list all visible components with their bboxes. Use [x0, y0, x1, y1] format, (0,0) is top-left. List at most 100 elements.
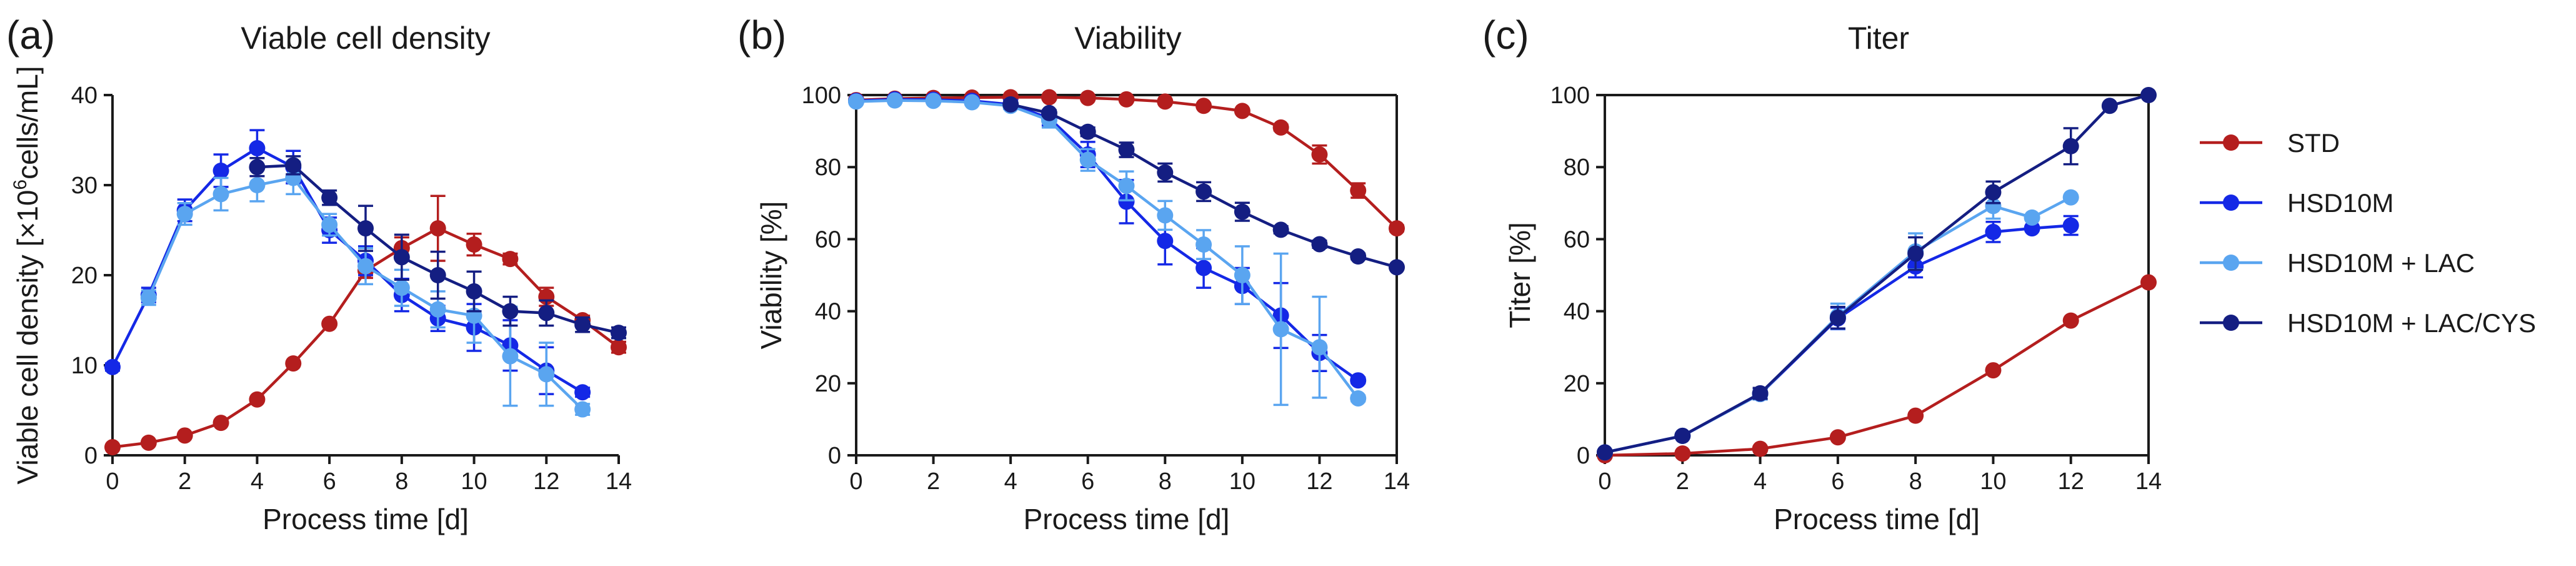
legend-swatch-marker — [2223, 195, 2239, 211]
chart-3-series-hsd10m — [1597, 215, 2079, 461]
chart-2-series-hsd10m — [848, 91, 1367, 389]
chart-1-y-axis-title-part: Viable cell density [×10 — [11, 190, 44, 485]
chart-1-y-tick-label: 30 — [71, 173, 97, 199]
chart-3-y-tick-label: 40 — [1564, 299, 1590, 325]
chart-1-point-hsd10m-lac — [249, 177, 266, 193]
chart-3-panel-label: (c) — [1482, 13, 1529, 58]
chart-3-y-tick-label: 20 — [1564, 371, 1590, 397]
chart-3-point-std — [1674, 445, 1691, 462]
chart-3-point-hsd10m-lac — [2024, 209, 2040, 226]
chart-2-point-hsd10m-lac — [1196, 236, 1212, 253]
chart-2-point-hsd10m — [1157, 233, 1174, 250]
chart-1-point-hsd10m-lac — [429, 301, 446, 318]
chart-3-point-hsd10m — [1985, 223, 2002, 240]
chart-2-point-std — [1196, 98, 1212, 114]
chart-1-point-hsd10m-lac-cys — [285, 157, 302, 174]
chart-2-point-hsd10m-lac — [1118, 178, 1135, 195]
chart-2-point-std — [1041, 89, 1057, 106]
chart-1-point-hsd10m-lac-cys — [611, 325, 627, 341]
chart-2-x-tick-label: 10 — [1229, 468, 1256, 495]
chart-1-x-tick-label: 6 — [323, 468, 336, 495]
chart-1-point-hsd10m-lac — [176, 206, 193, 223]
chart-2-point-hsd10m-lac — [886, 92, 903, 109]
chart-1-point-hsd10m — [104, 358, 121, 375]
chart-3-series-std — [1597, 274, 2157, 463]
chart-1-x-tick-label: 8 — [395, 468, 408, 495]
chart-2-point-hsd10m-lac-cys — [1196, 183, 1212, 200]
chart-3-point-std — [2062, 312, 2079, 329]
chart-1-x-tick-label: 4 — [251, 468, 264, 495]
chart-1-point-hsd10m-lac-cys — [357, 220, 374, 237]
chart-2-series-std — [848, 89, 1405, 237]
chart-2-x-axis-title: Process time [d] — [1024, 503, 1230, 535]
chart-3-point-hsd10m-lac-cys — [2140, 87, 2157, 103]
chart-3-line-std — [1604, 281, 2149, 457]
chart-2-point-std — [1272, 119, 1289, 136]
chart-1-point-hsd10m-lac-cys — [249, 159, 266, 176]
chart-1-point-hsd10m-lac-cys — [466, 283, 482, 300]
chart-1-panel-label: (a) — [6, 13, 55, 58]
chart-1-y-axis-title: Viable cell density [×106cells/mL] — [10, 66, 44, 484]
chart-3-point-hsd10m-lac-cys — [1985, 184, 2002, 201]
chart-2-point-hsd10m-lac — [1157, 207, 1174, 224]
chart-2-y-tick-label: 20 — [815, 371, 841, 397]
chart-1-y-tick-label: 40 — [71, 83, 97, 109]
chart-1-y-axis-title-part: cells/mL] — [11, 66, 44, 179]
chart-1-point-std — [140, 434, 157, 451]
chart-2-panel-label: (b) — [737, 13, 786, 58]
chart-3-point-hsd10m-lac-cys — [1907, 245, 1924, 262]
legend-swatch-marker — [2223, 315, 2239, 331]
chart-1-point-std — [611, 339, 627, 356]
chart-1-point-hsd10m — [212, 162, 229, 179]
chart-3-x-tick-label: 14 — [2135, 468, 2162, 495]
chart-2-point-hsd10m — [1196, 260, 1212, 276]
chart-2-title: Viability — [1074, 21, 1181, 56]
chart-1-point-hsd10m-lac — [502, 348, 519, 365]
chart-2-y-tick-label: 40 — [815, 299, 841, 325]
chart-2-point-hsd10m-lac-cys — [1311, 236, 1328, 253]
chart-2-y-tick-label: 60 — [815, 226, 841, 253]
chart-3-point-hsd10m-lac-cys — [1829, 309, 1846, 326]
chart-1-point-hsd10m-lac — [393, 280, 410, 296]
chart-3-point-std — [1907, 407, 1924, 424]
chart-1-point-hsd10m-lac-cys — [393, 249, 410, 266]
chart-3-point-std — [1752, 440, 1769, 457]
chart-1-point-std — [285, 355, 302, 372]
chart-2-point-std — [1311, 146, 1328, 163]
chart-2-point-hsd10m-lac — [1234, 267, 1251, 283]
chart-1-point-std — [104, 439, 121, 456]
chart-2-x-tick-label: 14 — [1384, 468, 1410, 495]
chart-1-point-std — [321, 315, 338, 332]
chart-2-point-hsd10m-lac — [1272, 321, 1289, 338]
chart-2-line-hsd10m-lac — [856, 99, 1360, 400]
chart-2-point-hsd10m-lac — [1079, 151, 1096, 168]
chart-1-x-tick-label: 2 — [178, 468, 191, 495]
chart-3-point-std — [2140, 274, 2157, 291]
chart-2-x-tick-label: 2 — [927, 468, 940, 495]
chart-1-point-std — [466, 236, 482, 253]
chart-1-point-hsd10m-lac — [140, 290, 157, 306]
chart-1-point-hsd10m-lac-cys — [574, 316, 591, 333]
chart-2-point-hsd10m-lac-cys — [1002, 96, 1019, 113]
legend-swatch-marker — [2223, 134, 2239, 151]
chart-2-point-hsd10m-lac — [1350, 390, 1367, 407]
chart-2-point-hsd10m-lac — [848, 93, 864, 110]
chart-3-point-std — [1985, 362, 2002, 379]
chart-2-x-tick-label: 8 — [1159, 468, 1172, 495]
chart-2-point-hsd10m-lac — [964, 94, 981, 111]
chart-2-point-hsd10m-lac-cys — [1350, 248, 1367, 265]
chart-3-line-hsd10m — [1604, 224, 2071, 454]
chart-3-point-hsd10m-lac-cys — [1752, 385, 1769, 402]
chart-3-point-hsd10m-lac-cys — [1597, 444, 1613, 461]
chart-1-x-axis-title: Process time [d] — [262, 503, 469, 535]
chart-2-point-hsd10m-lac — [925, 93, 942, 109]
chart-2-point-hsd10m-lac-cys — [1041, 104, 1057, 121]
chart-1-x-tick-label: 0 — [106, 468, 119, 495]
chart-1-point-hsd10m-lac — [212, 186, 229, 203]
chart-2-point-hsd10m — [1350, 372, 1367, 389]
chart-3-series-hsd10m-lac-cys — [1597, 87, 2157, 461]
chart-2-x-tick-label: 4 — [1004, 468, 1017, 495]
chart-2-point-hsd10m-lac-cys — [1234, 203, 1251, 220]
chart-2-point-std — [1389, 220, 1405, 237]
